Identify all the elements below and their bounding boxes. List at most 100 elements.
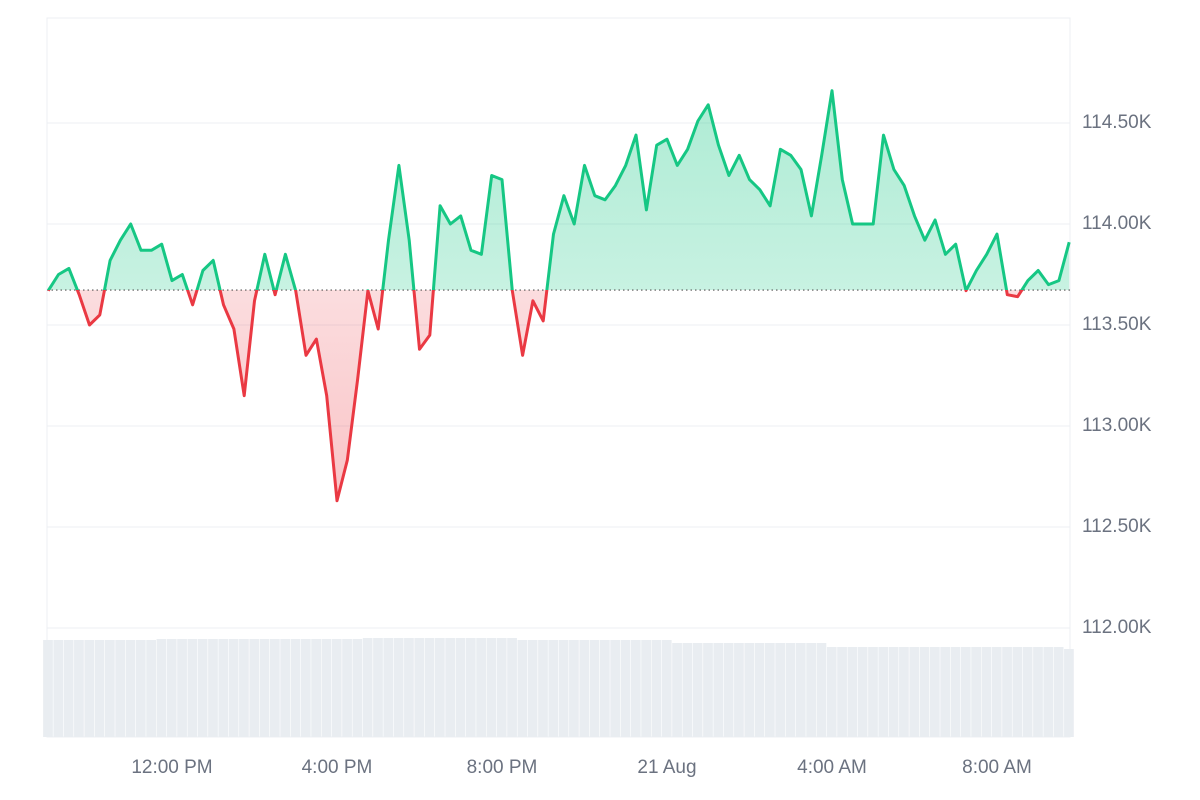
volume-bar [548,640,559,737]
volume-bar [352,639,363,737]
volume-bar [919,647,930,737]
x-tick-label: 21 Aug [637,757,696,778]
volume-bar [1002,647,1012,737]
volume-bar [960,647,971,737]
y-tick-label: 113.50K [1082,314,1152,335]
volume-bar [146,640,156,737]
volume-bar [599,640,610,737]
volume-bar [1033,647,1043,737]
volume-bar [63,640,74,737]
volume-bar [950,647,961,737]
volume-bar [486,638,497,737]
y-tick-label: 112.50K [1082,516,1152,537]
volume-bar [837,647,847,737]
volume-bar [249,639,260,737]
volume-bar [723,643,734,737]
volume-bar [177,639,187,737]
volume-bar [43,640,53,737]
plot-frame [46,17,1071,738]
y-tick-label: 114.00K [1082,213,1152,234]
volume-bar [630,640,641,737]
volume-bar [775,643,786,737]
volume-bar [909,647,920,737]
volume-bar [383,638,394,737]
volume-bar [1053,647,1064,737]
price-line-down [47,290,1024,503]
volume-bar [104,640,115,737]
volume-bar [465,638,476,737]
volume-bar [847,647,858,737]
y-tick-label: 112.00K [1082,617,1152,638]
volume-bar [672,643,682,737]
volume-bar [218,639,229,737]
volume-bar [321,639,332,737]
volume-bar [187,639,198,737]
volume-bar [734,643,744,737]
volume-bar [569,640,579,737]
volume-bar [393,638,404,737]
volume-bar [84,640,95,737]
volume-bar [589,640,600,737]
volume-bar [868,647,878,737]
volume-bar [280,639,291,737]
volume-bar [692,643,703,737]
volume-bar [682,643,693,737]
volume-bar [208,639,218,737]
volume-bar [981,647,992,737]
volume-bar [125,640,136,737]
volume-bar [1043,647,1054,737]
volume-bar [476,638,486,737]
y-tick-label: 113.00K [1082,415,1152,436]
volume-bar [517,640,528,737]
x-tick-label: 12:00 PM [131,757,212,778]
volume-bar [239,639,249,737]
volume-bar [311,639,321,737]
volume-bar [1012,647,1023,737]
volume-bar [362,638,373,737]
volume-bar [857,647,868,737]
volume-bar [651,640,662,737]
volume-bar [373,638,383,737]
volume-bar [434,638,445,737]
volume-bar [404,638,414,737]
volume-bar [744,643,755,737]
area-down [48,290,1070,501]
volume-bar [94,640,105,737]
x-tick-label: 8:00 AM [962,757,1032,778]
volume-bar [929,647,940,737]
volume-bar [579,640,590,737]
volume-bar [527,640,538,737]
volume-bar [228,639,239,737]
volume-bar [74,640,84,737]
volume-bar [496,638,507,737]
volume-bar [331,639,342,737]
x-tick-label: 8:00 PM [467,757,538,778]
volume-bar [445,638,456,737]
volume-bar [620,640,631,737]
volume-bar [703,643,713,737]
x-tick-label: 4:00 AM [797,757,867,778]
volume-bar [1022,647,1033,737]
x-tick-label: 4:00 PM [302,757,373,778]
volume-bar [558,640,569,737]
volume-bar [424,638,435,737]
volume-bar [135,640,146,737]
volume-bar [156,639,167,737]
volume-bar [1064,649,1074,737]
volume-bar [795,643,806,737]
volume-bar [991,647,1002,737]
volume-bar [888,647,899,737]
volume-bar [971,647,981,737]
volume-bar [764,643,775,737]
volume-bar [826,647,837,737]
volume-bar [661,640,672,737]
volume-bar [713,643,724,737]
y-tick-label: 114.50K [1082,112,1152,133]
volume-bar [538,640,548,737]
area-up [48,90,1070,291]
volume-bar [878,647,889,737]
volume-bar [785,643,796,737]
volume-bar [53,640,64,737]
volume-bar [816,643,827,737]
